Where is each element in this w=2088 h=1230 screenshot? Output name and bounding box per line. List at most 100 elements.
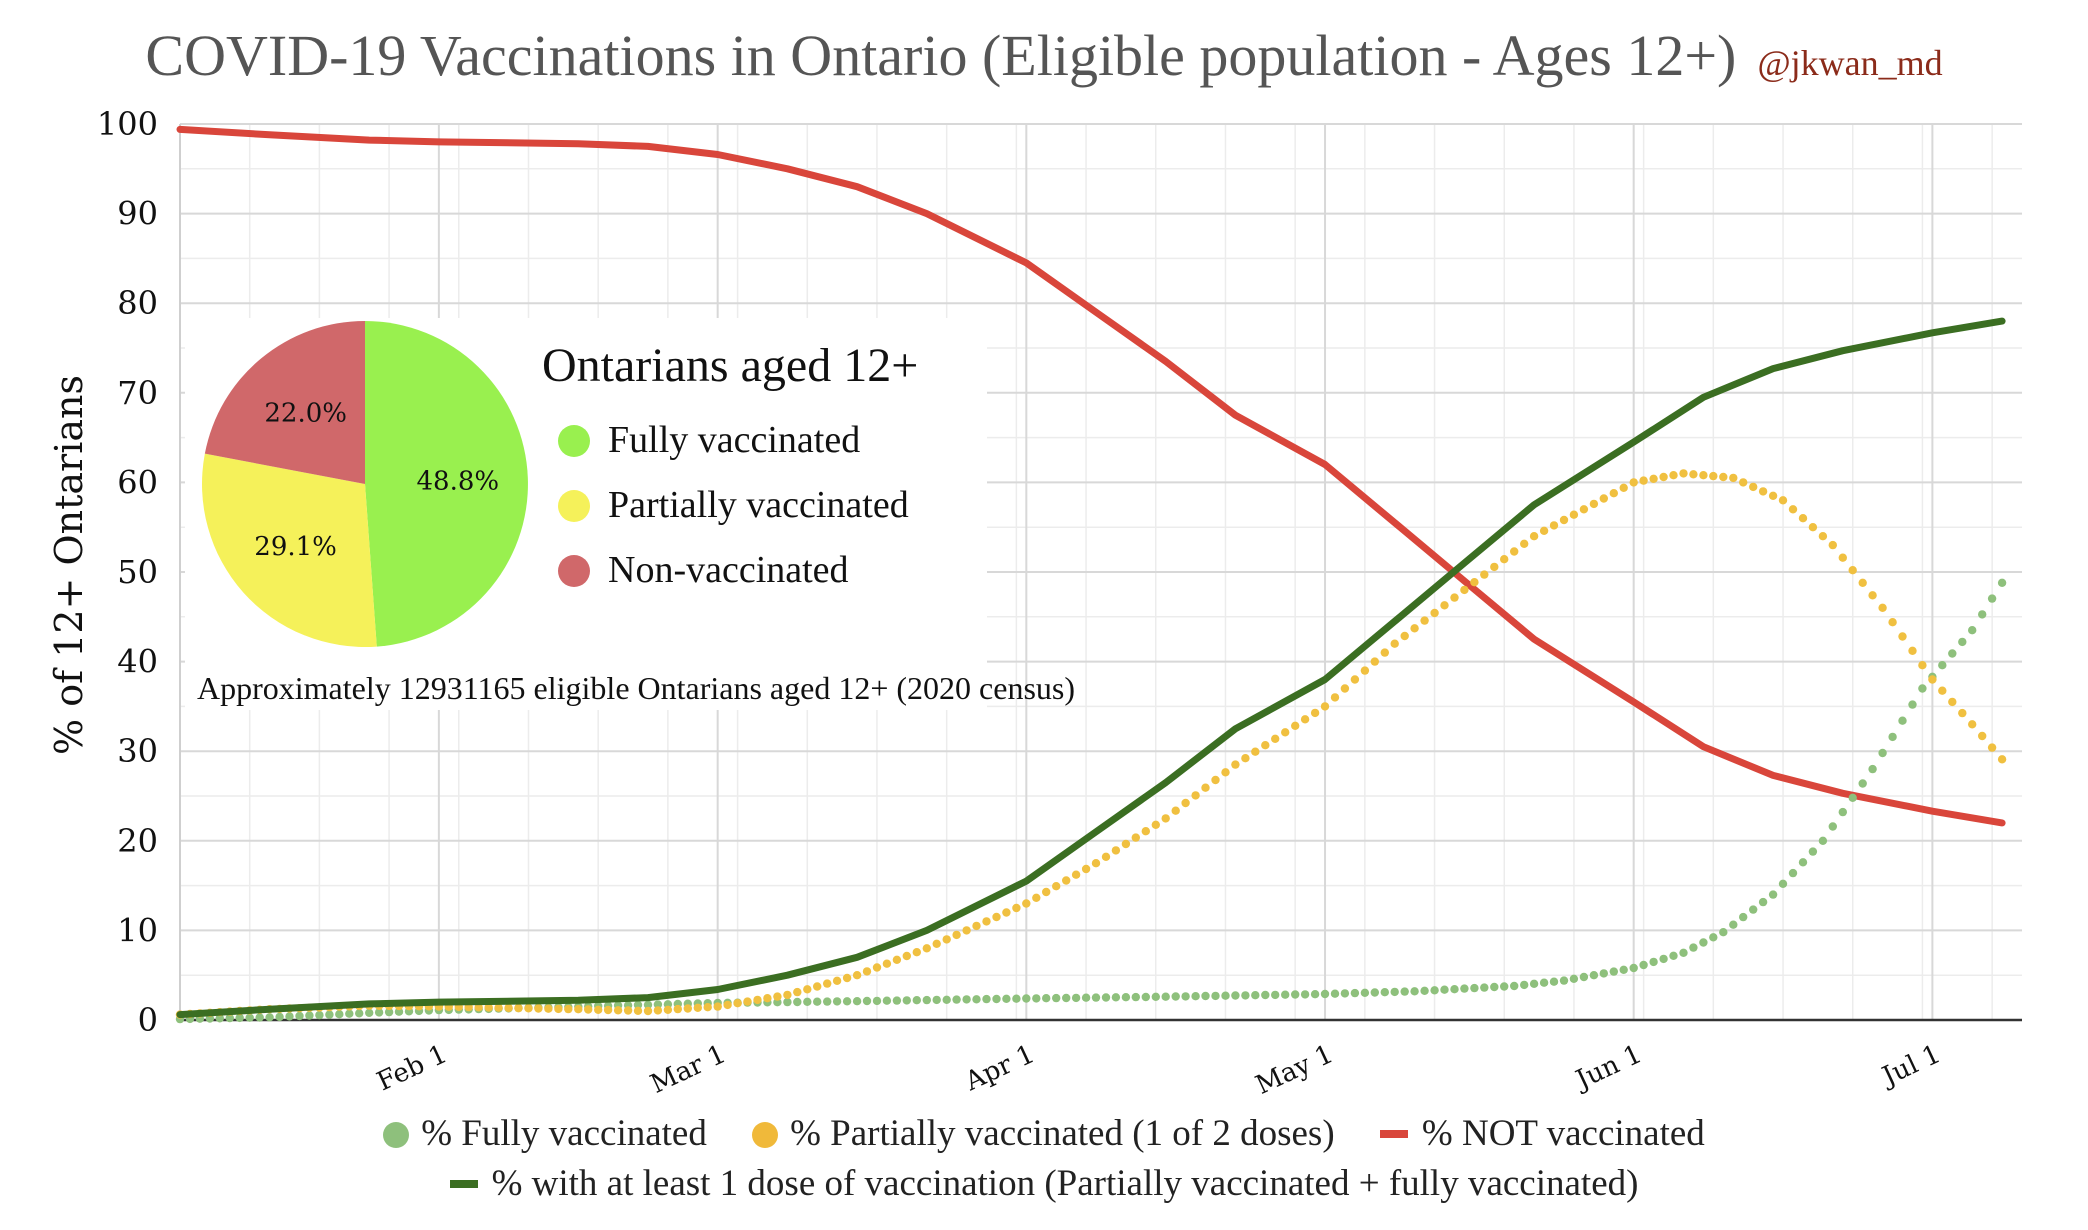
series-point-fully-vaccinated: [1081, 993, 1091, 1002]
series-point-fully-vaccinated: [1589, 971, 1599, 980]
series-point-fully-vaccinated: [1440, 985, 1449, 994]
series-point-fully-vaccinated: [1470, 983, 1479, 993]
series-point-fully-vaccinated: [345, 1009, 354, 1018]
series-point-fully-vaccinated: [882, 996, 892, 1005]
series-point-partially-vaccinated-1-of-2-doses: [1679, 469, 1688, 478]
series-point-partially-vaccinated-1-of-2-doses: [1241, 754, 1250, 763]
series-point-fully-vaccinated: [1818, 836, 1828, 845]
series-point-partially-vaccinated-1-of-2-doses: [524, 1004, 533, 1013]
series-point-partially-vaccinated-1-of-2-doses: [1410, 624, 1419, 633]
series-layer: [175, 125, 2007, 1024]
series-point-partially-vaccinated-1-of-2-doses: [962, 926, 971, 935]
series-point-partially-vaccinated-1-of-2-doses: [1430, 608, 1439, 618]
series-point-fully-vaccinated: [235, 1013, 244, 1023]
pie-chart: 48.8% 29.1% 22.0%: [202, 321, 528, 647]
series-point-fully-vaccinated: [902, 996, 911, 1005]
series-point-partially-vaccinated-1-of-2-doses: [1071, 870, 1081, 879]
series-point-fully-vaccinated: [1111, 993, 1121, 1002]
series-point-fully-vaccinated: [355, 1009, 364, 1018]
series-point-partially-vaccinated-1-of-2-doses: [992, 912, 1001, 922]
series-point-partially-vaccinated-1-of-2-doses: [1589, 499, 1599, 509]
series-point-fully-vaccinated: [1918, 684, 1927, 693]
series-point-partially-vaccinated-1-of-2-doses: [574, 1005, 583, 1014]
series-point-partially-vaccinated-1-of-2-doses: [1669, 471, 1678, 480]
series-point-partially-vaccinated-1-of-2-doses: [1778, 496, 1788, 505]
series-point-fully-vaccinated: [1390, 987, 1399, 997]
pie-slice-non-vaccinated: [204, 321, 365, 484]
series-point-partially-vaccinated-1-of-2-doses: [872, 963, 882, 972]
series-point-fully-vaccinated: [972, 995, 981, 1004]
series-point-partially-vaccinated-1-of-2-doses: [1699, 471, 1708, 480]
series-point-fully-vaccinated: [1201, 991, 1210, 1001]
series-point-fully-vaccinated: [1539, 978, 1549, 987]
series-point-partially-vaccinated-1-of-2-doses: [1928, 675, 1937, 684]
series-point-partially-vaccinated-1-of-2-doses: [1380, 648, 1390, 657]
legend-swatch-fully: [558, 425, 590, 457]
series-point-fully-vaccinated: [1987, 594, 1997, 603]
series-point-partially-vaccinated-1-of-2-doses: [1330, 693, 1340, 702]
series-point-partially-vaccinated-1-of-2-doses: [1201, 783, 1210, 792]
series-point-partially-vaccinated-1-of-2-doses: [1091, 859, 1101, 868]
series-point-fully-vaccinated: [932, 995, 941, 1005]
series-point-partially-vaccinated-1-of-2-doses: [1500, 555, 1509, 564]
series-point-fully-vaccinated: [1002, 994, 1011, 1003]
series-point-fully-vaccinated: [1758, 897, 1768, 907]
series-point-fully-vaccinated: [1271, 990, 1280, 1000]
series-point-partially-vaccinated-1-of-2-doses: [1958, 708, 1967, 718]
series-point-partially-vaccinated-1-of-2-doses: [683, 1004, 692, 1013]
series-point-partially-vaccinated-1-of-2-doses: [1470, 578, 1479, 587]
series-point-partially-vaccinated-1-of-2-doses: [1529, 532, 1539, 541]
series-point-fully-vaccinated: [1330, 989, 1340, 998]
y-tick-label: 90: [117, 195, 158, 233]
legend-line-not: [1379, 1130, 1408, 1138]
y-tick-label: 50: [117, 553, 158, 591]
series-point-fully-vaccinated: [1689, 943, 1698, 952]
series-point-fully-vaccinated: [1659, 954, 1668, 964]
series-point-partially-vaccinated-1-of-2-doses: [1539, 526, 1549, 535]
series-point-partially-vaccinated-1-of-2-doses: [504, 1003, 513, 1013]
legend-item-at-least-one: % with at least 1 dose of vaccination (P…: [449, 1162, 1638, 1205]
series-point-fully-vaccinated: [1450, 985, 1459, 994]
series-point-fully-vaccinated: [1281, 990, 1290, 999]
series-point-partially-vaccinated-1-of-2-doses: [1440, 601, 1449, 610]
x-tick-label: Feb 1: [373, 1039, 452, 1097]
series-point-fully-vaccinated: [325, 1010, 334, 1019]
series-point-fully-vaccinated: [1121, 993, 1131, 1002]
series-point-fully-vaccinated: [1808, 847, 1818, 856]
series-point-partially-vaccinated-1-of-2-doses: [1978, 731, 1987, 741]
series-point-fully-vaccinated: [1251, 991, 1260, 1000]
series-point-fully-vaccinated: [783, 997, 792, 1007]
series-point-partially-vaccinated-1-of-2-doses: [544, 1004, 553, 1013]
series-point-fully-vaccinated: [1221, 991, 1230, 1000]
series-point-fully-vaccinated: [1430, 986, 1439, 995]
series-point-fully-vaccinated: [1400, 987, 1409, 996]
series-point-partially-vaccinated-1-of-2-doses: [982, 917, 991, 926]
series-point-fully-vaccinated: [1968, 626, 1977, 635]
series-point-fully-vaccinated: [1958, 637, 1967, 647]
series-point-partially-vaccinated-1-of-2-doses: [1749, 482, 1758, 492]
series-point-fully-vaccinated: [275, 1012, 284, 1022]
pie-legend-label: Non-vaccinated: [608, 549, 849, 591]
series-point-partially-vaccinated-1-of-2-doses: [1420, 616, 1429, 625]
x-tick-label: Mar 1: [646, 1039, 731, 1100]
series-point-partially-vaccinated-1-of-2-doses: [1908, 646, 1917, 655]
series-point-partially-vaccinated-1-of-2-doses: [1729, 473, 1738, 483]
series-point-partially-vaccinated-1-of-2-doses: [1619, 483, 1628, 492]
series-point-fully-vaccinated: [922, 995, 931, 1005]
series-point-partially-vaccinated-1-of-2-doses: [1480, 570, 1489, 579]
series-point-fully-vaccinated: [365, 1008, 374, 1017]
series-point-partially-vaccinated-1-of-2-doses: [1868, 591, 1877, 600]
series-point-partially-vaccinated-1-of-2-doses: [1111, 846, 1121, 855]
series-point-fully-vaccinated: [1141, 992, 1151, 1002]
series-point-partially-vaccinated-1-of-2-doses: [514, 1003, 523, 1013]
series-point-partially-vaccinated-1-of-2-doses: [1659, 472, 1668, 482]
series-point-partially-vaccinated-1-of-2-doses: [1211, 775, 1220, 785]
series-point-fully-vaccinated: [892, 996, 902, 1005]
legend-line-at-least-one: [449, 1180, 478, 1188]
series-point-partially-vaccinated-1-of-2-doses: [942, 935, 951, 944]
series-point-partially-vaccinated-1-of-2-doses: [673, 1004, 682, 1014]
series-point-partially-vaccinated-1-of-2-doses: [862, 967, 872, 976]
series-point-fully-vaccinated: [1091, 993, 1101, 1002]
series-point-fully-vaccinated: [1310, 990, 1320, 999]
series-point-fully-vaccinated: [1012, 994, 1021, 1003]
